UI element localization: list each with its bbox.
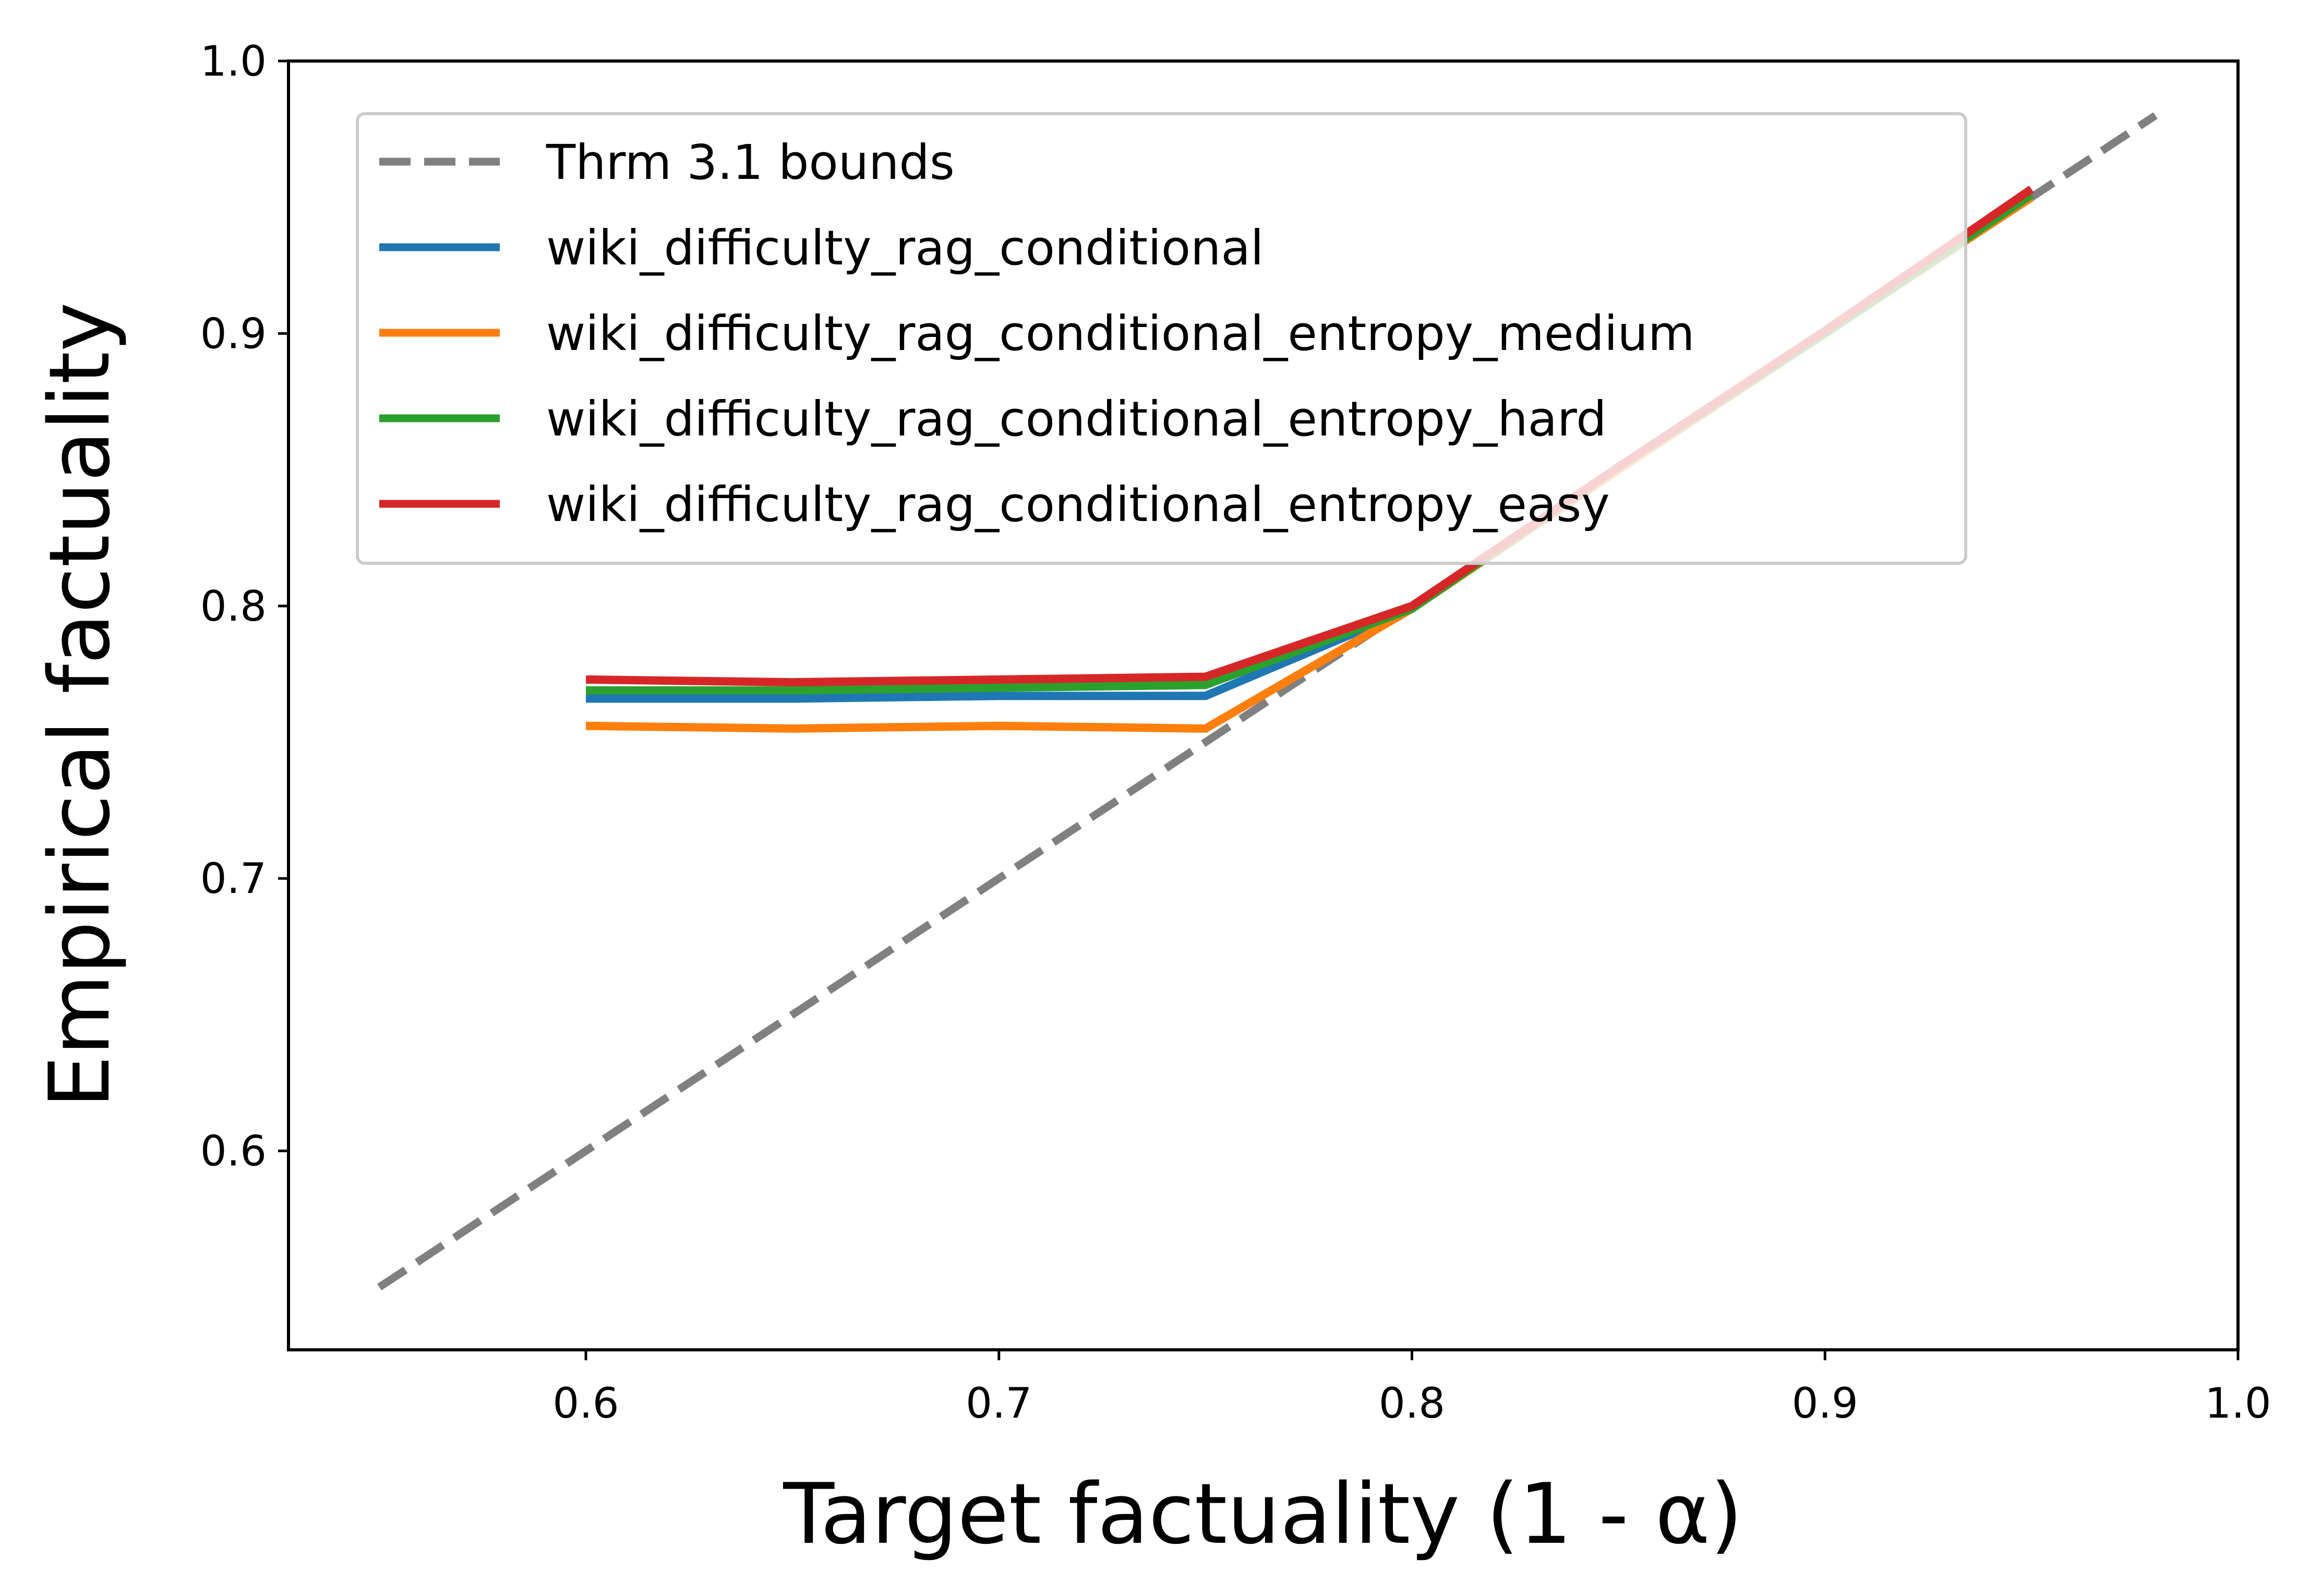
legend-label-0: Thrm 3.1 bounds: [546, 135, 955, 190]
x-tick-label: 1.0: [2205, 1379, 2271, 1428]
y-tick-label: 1.0: [200, 37, 267, 86]
legend-box: [356, 112, 1967, 565]
x-axis: 0.6 0.7 0.8 0.9 1.0: [552, 1350, 2271, 1428]
y-tick-label: 0.8: [200, 582, 267, 631]
y-tick-label: 0.9: [200, 309, 267, 358]
legend-label-2: wiki_difficulty_rag_conditional_entropy_…: [546, 306, 1694, 361]
x-tick-label: 0.9: [1792, 1379, 1858, 1428]
y-tick-label: 0.7: [200, 854, 267, 903]
legend: Thrm 3.1 bounds wiki_difficulty_rag_condi…: [356, 112, 1967, 565]
legend-label-4: wiki_difficulty_rag_conditional_entropy_…: [546, 477, 1610, 533]
y-axis: 0.6 0.7 0.8 0.9 1.0: [200, 37, 288, 1176]
y-axis-label: Empirical factuality: [31, 302, 128, 1108]
legend-label-1: wiki_difficulty_rag_conditional: [546, 220, 1264, 276]
y-tick-label: 0.6: [200, 1127, 267, 1176]
x-tick-label: 0.6: [552, 1379, 619, 1428]
plot-frame: [287, 59, 2240, 1351]
legend-label-3: wiki_difficulty_rag_conditional_entropy_…: [546, 391, 1607, 447]
x-axis-label: Target factuality (1 - α): [783, 1465, 1742, 1563]
x-tick-label: 0.7: [966, 1379, 1032, 1428]
x-tick-label: 0.8: [1379, 1379, 1445, 1428]
